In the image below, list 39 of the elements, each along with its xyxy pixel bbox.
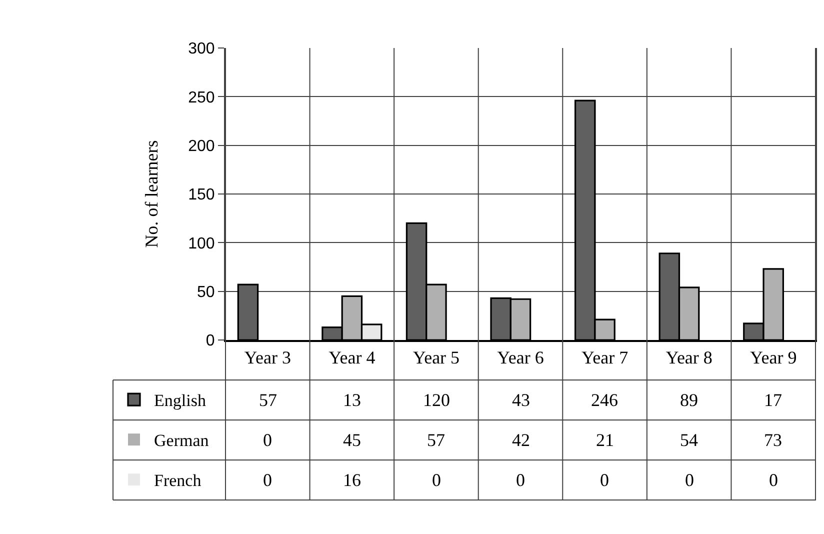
legend-label: German [154,431,210,450]
data-label: 43 [512,390,530,410]
data-label: 45 [343,430,361,450]
data-label: 0 [263,470,272,490]
data-label: 0 [432,470,441,490]
data-label: 13 [343,390,361,410]
y-tick-label: 250 [188,89,215,106]
y-axis-title: No. of learners [141,140,162,248]
data-label: 120 [423,390,450,410]
data-label: 246 [591,390,618,410]
y-tick-label: 150 [188,186,215,204]
data-label: 89 [680,390,698,410]
data-label: 0 [516,470,525,490]
y-tick-label: 50 [197,284,215,301]
data-label: 17 [764,390,782,410]
data-label: 0 [769,470,778,490]
y-tick-label: 300 [188,40,215,58]
data-label: 57 [427,430,445,450]
data-label: 16 [343,470,361,490]
data-label: 57 [259,390,277,410]
data-label: 0 [600,470,609,490]
x-tick-label: Year 3 [244,348,291,368]
legend-label: English [154,391,206,410]
data-label: 21 [596,430,614,450]
x-tick-label: Year 6 [497,348,544,368]
data-label: 0 [263,430,272,450]
data-label: 42 [512,430,530,450]
data-label: 54 [680,430,698,450]
y-tick-label: 200 [188,138,215,155]
x-tick-label: Year 8 [666,348,712,368]
x-tick-label: Year 5 [412,348,460,368]
y-tick-label: 0 [206,332,215,350]
y-tick-label: 100 [188,235,215,252]
data-label: 73 [764,430,782,450]
x-tick-label: Year 9 [750,348,797,368]
data-label: 0 [685,470,694,490]
legend-label: French [154,471,202,490]
x-tick-label: Year 7 [581,348,628,368]
x-tick-label: Year 4 [328,348,376,368]
